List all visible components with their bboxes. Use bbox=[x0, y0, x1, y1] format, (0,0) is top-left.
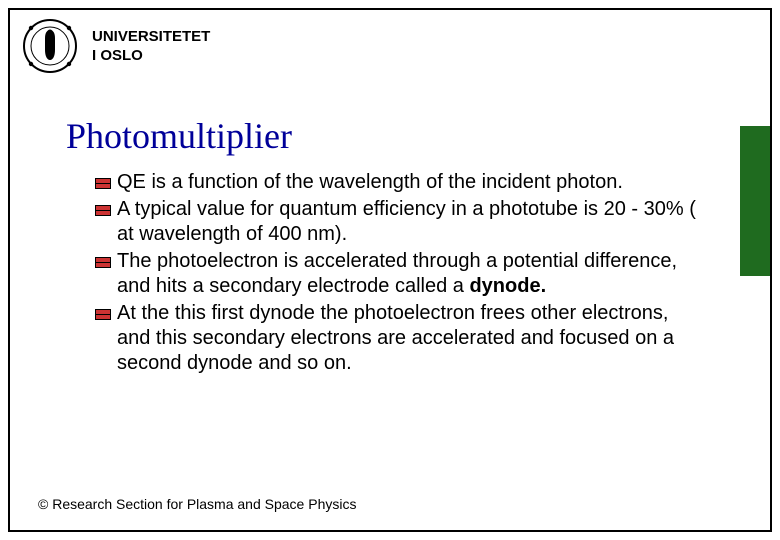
slide-title: Photomultiplier bbox=[66, 115, 292, 157]
bullet-list: QE is a function of the wavelength of th… bbox=[95, 170, 700, 378]
org-line2: I OSLO bbox=[92, 46, 210, 66]
bullet-text: The photoelectron is accelerated through… bbox=[117, 249, 700, 299]
bullet-text: QE is a function of the wavelength of th… bbox=[117, 170, 700, 195]
bullet-item: A typical value for quantum efficiency i… bbox=[95, 197, 700, 247]
bullet-marker-icon bbox=[95, 178, 111, 189]
organization-name: UNIVERSITETET I OSLO bbox=[92, 27, 210, 66]
bullet-marker-icon bbox=[95, 257, 111, 268]
header: UNIVERSITETET I OSLO bbox=[22, 18, 210, 74]
org-line1: UNIVERSITETET bbox=[92, 27, 210, 47]
university-seal-icon bbox=[22, 18, 78, 74]
bullet-item: At the this first dynode the photoelectr… bbox=[95, 301, 700, 376]
bullet-text: A typical value for quantum efficiency i… bbox=[117, 197, 700, 247]
bullet-marker-icon bbox=[95, 309, 111, 320]
bullet-item: The photoelectron is accelerated through… bbox=[95, 249, 700, 299]
decorative-sidebar bbox=[740, 126, 770, 276]
bullet-item: QE is a function of the wavelength of th… bbox=[95, 170, 700, 195]
bullet-text: At the this first dynode the photoelectr… bbox=[117, 301, 700, 376]
footer-text: © Research Section for Plasma and Space … bbox=[38, 496, 356, 512]
bullet-marker-icon bbox=[95, 205, 111, 216]
